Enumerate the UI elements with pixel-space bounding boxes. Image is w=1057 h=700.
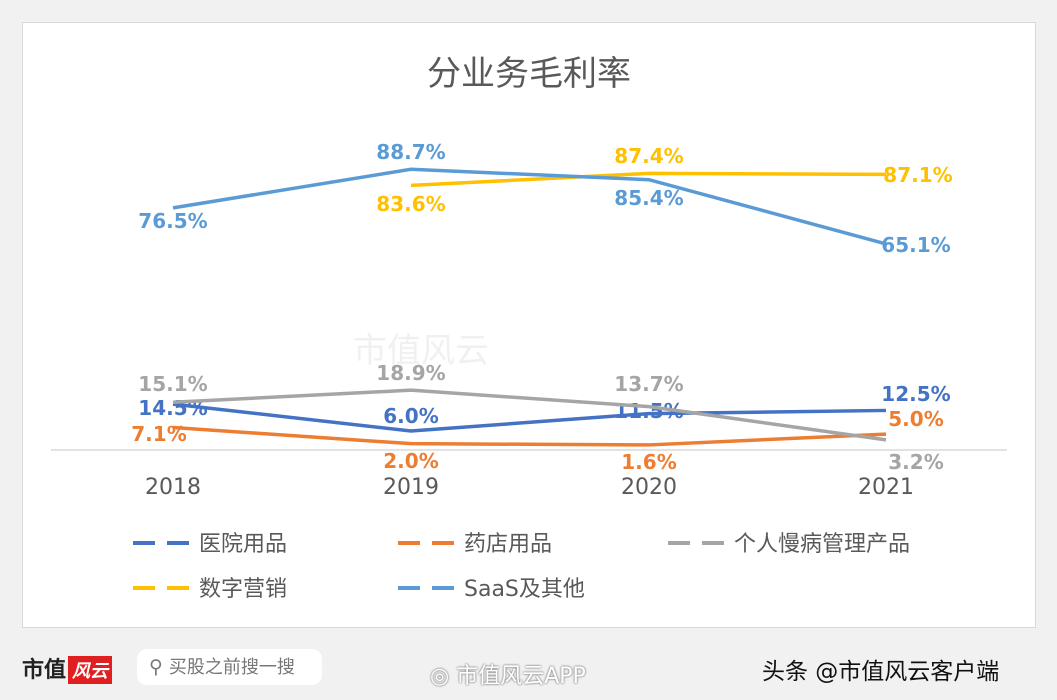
weibo-icon: ◎ [430, 664, 450, 689]
weibo-text: 市值风云APP [456, 664, 586, 689]
series-line-0 [172, 402, 887, 433]
logo-text: 市值 [22, 658, 67, 683]
brand-logo: 市值 风云 [22, 652, 113, 684]
x-tick-label: 2021 [858, 475, 914, 500]
series-line-3 [410, 171, 887, 188]
data-label: 76.5% [138, 209, 207, 233]
search-icon: ⚲ [149, 656, 163, 678]
weibo-watermark: ◎ 市值风云APP [430, 658, 586, 690]
series-line-4 [172, 167, 887, 246]
data-label: 15.1% [138, 372, 207, 396]
legend-label: 数字营销 [199, 577, 287, 602]
search-box[interactable]: ⚲ 买股之前搜一搜 [137, 649, 322, 685]
data-label: 87.1% [883, 163, 952, 187]
legend-label: SaaS及其他 [464, 577, 585, 602]
legend-label: 医院用品 [199, 532, 287, 557]
legend-label: 药店用品 [464, 532, 552, 557]
legend-label: 个人慢病管理产品 [734, 532, 910, 557]
data-label: 12.5% [881, 382, 950, 406]
data-label: 3.2% [888, 450, 943, 474]
series-line-1 [172, 425, 887, 447]
x-tick-label: 2020 [621, 475, 677, 500]
x-tick-label: 2019 [383, 475, 439, 500]
data-label: 65.1% [881, 233, 950, 257]
chart-title: 分业务毛利率 [427, 54, 631, 94]
data-label: 6.0% [383, 404, 438, 428]
search-placeholder: 买股之前搜一搜 [168, 657, 295, 678]
data-label: 18.9% [376, 361, 445, 385]
data-label: 83.6% [376, 192, 445, 216]
data-label: 7.1% [131, 422, 186, 446]
data-label: 13.7% [614, 372, 683, 396]
toutiao-credit: 头条 @市值风云客户端 [762, 659, 1000, 685]
data-label: 85.4% [614, 186, 683, 210]
data-label: 1.6% [621, 450, 676, 474]
series-line-2 [172, 388, 887, 442]
chart-card: 分业务毛利率 2018 2019 2020 2021 14.5% 6.0% 11.5% 12.… [22, 22, 1036, 628]
x-tick-label: 2018 [145, 475, 201, 500]
footer: 市值 风云 ⚲ 买股之前搜一搜 ◎ 市值风云APP 头条 @市值风云客户端 [0, 640, 1057, 700]
data-label: 88.7% [376, 140, 445, 164]
data-label: 2.0% [383, 449, 438, 473]
data-label: 5.0% [888, 407, 943, 431]
data-label: 87.4% [614, 144, 683, 168]
logo-badge: 风云 [68, 656, 113, 684]
